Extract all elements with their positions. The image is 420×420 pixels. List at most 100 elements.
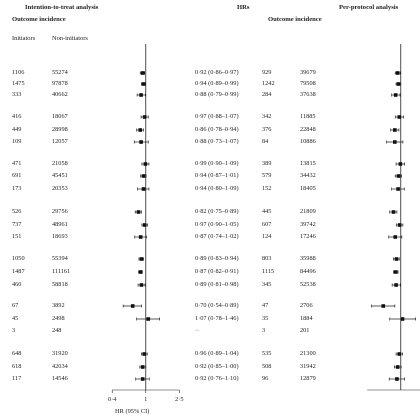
pp-noninitiators-cell: 18405: [300, 185, 316, 192]
pp-initiators-cell: 389: [262, 160, 272, 167]
pp-initiators-cell: 376: [262, 126, 272, 133]
itt-outcome-header: Outcome incidence: [12, 16, 66, 23]
pp-noninitiators-cell: 35988: [300, 255, 316, 262]
pp-initiators-cell: 929: [262, 69, 272, 76]
pp-initiators-cell: 607: [262, 221, 272, 228]
itt-initiators-cell: 471: [12, 160, 22, 167]
hr-cell: 0·97 (0·90–1·05): [195, 221, 239, 228]
itt-noninitiators-cell: 18067: [52, 113, 68, 120]
itt-initiators-cell: 173: [12, 185, 22, 192]
pp-noninitiators-cell: 52538: [300, 281, 316, 288]
pp-point-estimate: [393, 93, 398, 97]
hr-cell: 0·92 (0·86–0·97): [195, 69, 239, 76]
itt-initiators-cell: 737: [12, 221, 22, 228]
itt-noninitiators-cell: 29756: [52, 208, 68, 215]
itt-initiators-cell: 526: [12, 208, 22, 215]
pp-noninitiators-cell: 37638: [300, 91, 316, 98]
pp-initiators-cell: 84: [262, 138, 269, 145]
hr-cell: 0·99 (0·90–1·09): [195, 160, 239, 167]
pp-noninitiators-cell: 39742: [300, 221, 316, 228]
hr-cell: 0·92 (0·85–1·00): [195, 363, 239, 370]
pp-initiators-cell: 803: [262, 255, 272, 262]
pp-initiators-cell: 96: [262, 375, 269, 382]
itt-point-estimate: [138, 235, 143, 239]
itt-noninitiators-cell: 55394: [52, 255, 68, 262]
itt-point-estimate: [140, 377, 145, 381]
pp-noninitiators-cell: 84496: [300, 268, 316, 275]
hr-cell: 1·07 (0·78–1·46): [195, 315, 239, 322]
itt-noninitiators-cell: 58818: [52, 281, 68, 288]
hr-cell: 0·89 (0·83–0·94): [195, 255, 239, 262]
hr-cell: 0·87 (0·74–1·02): [195, 233, 239, 240]
itt-noninitiators-cell: 20353: [52, 185, 68, 192]
axis-label: HR (95% CI): [115, 408, 150, 415]
itt-point-estimate: [143, 162, 148, 166]
itt-initiators-cell: 109: [12, 138, 22, 145]
hr-cell: 0·88 (0·73–1·07): [195, 138, 239, 145]
pp-point-estimate: [397, 223, 402, 227]
itt-tick-label: 1: [144, 396, 147, 403]
pp-point-estimate: [396, 174, 401, 178]
hrs-header: HRs: [237, 4, 250, 11]
hr-cell: 0·97 (0·88–1·07): [195, 113, 239, 120]
hr-cell: 0·70 (0·54–0·89): [195, 302, 239, 309]
itt-noninitiators-cell: 55274: [52, 69, 68, 76]
pp-point-estimate: [400, 317, 405, 321]
pp-point-estimate: [381, 304, 386, 308]
pp-point-estimate: [395, 71, 400, 75]
itt-initiators-cell: 3: [12, 327, 16, 334]
pp-point-estimate: [396, 187, 400, 191]
pp-initiators-cell: 35: [262, 315, 269, 322]
itt-point-estimate: [139, 257, 144, 261]
pp-point-estimate: [393, 128, 397, 132]
pp-title: Per-protocol analysis: [339, 4, 399, 11]
itt-noninitiators-cell: 31920: [52, 350, 68, 357]
itt-noninitiators-cell: 14546: [52, 375, 68, 382]
itt-noninitiators-cell: 2498: [52, 315, 65, 322]
pp-point-estimate: [393, 140, 397, 144]
pp-initiators-cell: 579: [262, 172, 272, 179]
itt-noninitiators-cell: 45451: [52, 172, 68, 179]
itt-noninitiators-cell: 42034: [52, 363, 68, 370]
pp-initiators-cell: 124: [262, 233, 272, 240]
pp-initiators-cell: 3: [262, 327, 266, 334]
itt-initiators-cell: 1487: [12, 268, 25, 275]
pp-noninitiators-cell: 11885: [300, 113, 316, 120]
pp-noninitiators-cell: 2706: [300, 302, 313, 309]
itt-point-estimate: [142, 352, 147, 356]
itt-initiators-cell: 691: [12, 172, 22, 179]
itt-initiators-cell: 416: [12, 113, 22, 120]
pp-point-estimate: [391, 210, 396, 214]
pp-noninitiators-cell: 22848: [300, 126, 316, 133]
pp-point-estimate: [396, 82, 401, 86]
itt-initiators-cell: 1475: [12, 80, 25, 87]
itt-initiators-cell: 333: [12, 91, 22, 98]
pp-point-estimate: [393, 270, 398, 274]
itt-noninitiators-cell: 12057: [52, 138, 68, 145]
itt-initiators-cell: 449: [12, 126, 22, 133]
pp-noninitiators-cell: 17246: [300, 233, 316, 240]
itt-tick-label: 2·5: [175, 396, 184, 403]
itt-point-estimate: [139, 140, 143, 144]
itt-noninitiators-cell: 18693: [52, 233, 68, 240]
itt-point-estimate: [136, 210, 141, 214]
pp-noninitiators-cell: 1884: [300, 315, 313, 322]
pp-initiators-cell: 508: [262, 363, 272, 370]
hr-cell: 0·96 (0·89–1·04): [195, 350, 239, 357]
itt-point-estimate: [140, 365, 145, 369]
itt-point-estimate: [139, 93, 143, 97]
pp-initiators-cell: 1242: [262, 80, 275, 87]
hr-cell: 0·82 (0·75–0·89): [195, 208, 239, 215]
pp-noninitiators-cell: 21300: [300, 350, 316, 357]
hr-cell: 0·88 (0·79–0·99): [195, 91, 239, 98]
hr-cell: 0·92 (0·76–1·10): [195, 375, 239, 382]
pp-initiators-cell: 342: [262, 113, 272, 120]
pp-initiators-cell: 1115: [262, 268, 275, 275]
itt-noninitiators-cell: 21058: [52, 160, 68, 167]
itt-initiators-cell: 117: [12, 375, 22, 382]
pp-noninitiators-cell: 10886: [300, 138, 316, 145]
pp-noninitiators-cell: 39679: [300, 69, 316, 76]
itt-tick-label: 0·4: [108, 396, 117, 403]
pp-noninitiators-cell: 79508: [300, 80, 316, 87]
itt-noninitiators-cell: 48961: [52, 221, 68, 228]
